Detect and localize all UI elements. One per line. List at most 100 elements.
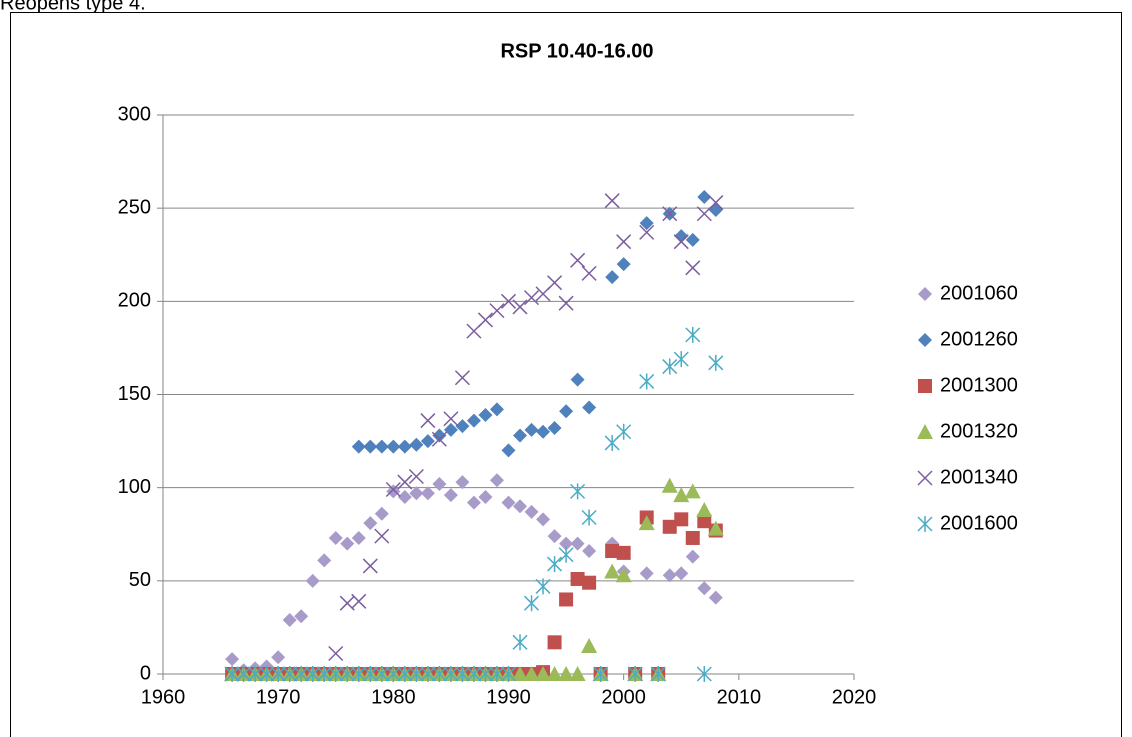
point [316,666,332,682]
point [362,666,378,682]
point [270,666,286,682]
point [697,514,712,529]
point [616,423,632,440]
point [616,234,632,250]
y-tick-label: 0 [140,662,151,684]
y-tick-label: 150 [118,383,151,405]
point [328,666,344,682]
point [547,529,562,544]
point [478,407,493,422]
point [523,666,540,681]
point [616,545,631,560]
legend-marker [918,287,932,301]
legend-label: 2001260 [940,328,1018,350]
point [605,544,620,559]
point [524,290,540,306]
point [455,475,470,490]
legend-label: 2001320 [940,420,1018,442]
point [696,502,713,518]
x-tick-label: 1980 [371,686,416,708]
point [443,411,459,427]
point [432,476,447,491]
point [604,193,620,209]
point [512,299,528,315]
point [662,568,677,583]
point [443,488,458,503]
point [524,504,539,519]
legend-label: 2001060 [940,282,1018,304]
point [489,402,504,417]
point [420,666,436,682]
point [570,536,585,551]
point [559,592,574,607]
point [535,666,552,681]
point [478,489,493,504]
x-tick-label: 2020 [832,686,877,708]
point [351,439,366,454]
point [570,483,586,500]
y-tick-label: 50 [129,569,151,591]
point [431,666,447,682]
point [559,536,574,551]
point [408,468,424,485]
point [512,634,528,651]
point [374,666,390,682]
point [340,536,355,551]
legend-marker [918,379,932,393]
point [708,195,724,211]
point [443,422,458,437]
point [582,400,597,415]
point [685,260,701,276]
point [420,413,436,429]
point [558,666,575,681]
point [569,666,586,681]
point [282,612,297,627]
point [500,293,517,309]
point [247,666,263,682]
point [685,232,700,247]
caption: Reopens type 4. [0,0,146,14]
y-tick-label: 250 [118,196,151,218]
point [627,666,643,682]
point [363,516,378,531]
point [339,666,355,682]
point [535,578,551,595]
point [581,265,597,281]
point [397,439,412,454]
point [489,666,505,682]
point [662,358,678,375]
legend-label: 2001300 [940,374,1018,396]
x-tick-label: 1990 [486,686,531,708]
legend-label: 2001600 [940,512,1018,534]
point [455,419,470,434]
point [408,666,424,682]
point [259,666,275,682]
point [547,421,562,436]
point [351,593,367,609]
point [374,506,389,521]
legend-marker [918,333,932,347]
point [570,372,585,387]
point [224,666,240,682]
point [639,224,655,240]
point [374,439,389,454]
point [674,512,689,527]
point [466,413,481,428]
point [697,581,712,596]
point [489,303,505,319]
point [685,326,701,343]
point [305,573,320,588]
point [570,252,586,268]
point [305,666,321,682]
point [546,666,563,681]
point [524,422,539,437]
point [454,666,470,682]
point [386,439,401,454]
point [662,206,678,222]
point [397,489,412,504]
point [477,312,493,328]
point [420,434,435,449]
point [362,558,378,574]
